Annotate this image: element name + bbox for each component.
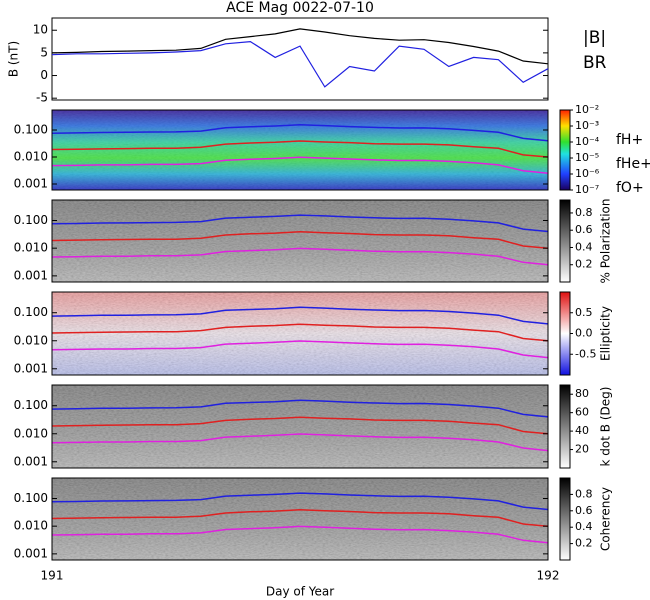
y-tick-label: 0.100 — [14, 398, 48, 412]
spectrogram-texture — [52, 200, 548, 282]
colorbar — [559, 477, 571, 561]
colorbar-tick-label: 0.2 — [575, 537, 593, 550]
y-tick-label: 0.001 — [14, 268, 48, 282]
y-tick-label: 0.100 — [14, 491, 48, 505]
spectrogram-texture — [52, 478, 548, 560]
y-tick-label: 0.010 — [14, 426, 48, 440]
frequency-line — [51, 416, 549, 435]
y-tick-label: 0.001 — [14, 361, 48, 375]
y-tick-label: 0.010 — [14, 519, 48, 533]
colorbar-tick-label: 0.0 — [575, 327, 593, 340]
legend-label: |B| — [583, 28, 606, 48]
frequency-line — [51, 247, 549, 266]
legend-label: fHe+ — [616, 156, 650, 172]
colorbar-tick-label: -0.5 — [575, 347, 596, 360]
y-tick-label: 0.010 — [14, 241, 48, 255]
colorbar-label: k dot B (Deg) — [599, 387, 613, 467]
colorbar-tick-label: 0.6 — [575, 223, 593, 236]
frequency-line — [51, 231, 549, 249]
y-tick-label: 5 — [40, 45, 48, 59]
y-tick-label: 0 — [40, 68, 48, 82]
colorbar-label: Coherency — [599, 487, 613, 551]
frequency-line — [51, 140, 549, 158]
y-tick-label: 0.010 — [14, 333, 48, 347]
x-tick-label: 191 — [41, 569, 64, 583]
colorbar-label: % Polarization — [599, 199, 613, 284]
frequency-line — [51, 123, 549, 142]
y-tick-label: 0.100 — [14, 213, 48, 227]
y-tick-label: 0.010 — [14, 150, 48, 164]
y-tick-label: 10 — [33, 23, 48, 37]
x-tick-label: 192 — [537, 569, 560, 583]
colorbar — [559, 384, 571, 469]
colorbar-label: Ellipticity — [599, 306, 613, 361]
frequency-line — [51, 399, 549, 418]
plot-frame — [51, 477, 549, 561]
spectrogram-texture — [52, 110, 548, 190]
colorbar-tick-label: 10⁻⁵ — [575, 151, 599, 164]
y-tick-label: -5 — [36, 91, 48, 105]
colorbar-tick-label: 0.4 — [575, 240, 593, 253]
colorbar-tick-label: 0.8 — [575, 206, 593, 219]
legend-label: BR — [583, 53, 607, 73]
frequency-line — [51, 492, 549, 511]
colorbar-tick-label: 0.4 — [575, 520, 593, 533]
frequency-line — [51, 214, 549, 233]
spectrogram-texture — [52, 292, 548, 375]
colorbar-tick-label: 80 — [575, 387, 589, 400]
colorbar-tick-label: 0.5 — [575, 306, 593, 319]
chart-title: ACE Mag 0022-07-10 — [226, 0, 374, 16]
colorbar — [559, 291, 571, 376]
colorbar-tick-label: 10⁻³ — [575, 119, 599, 132]
plot-frame — [51, 291, 549, 376]
colorbar-tick-label: 0.6 — [575, 504, 593, 517]
legend-label: fO+ — [616, 180, 644, 196]
y-axis-label: B (nT) — [7, 41, 21, 77]
frequency-line — [51, 509, 549, 527]
colorbar-tick-label: 60 — [575, 406, 589, 419]
colorbar-tick-label: 0.2 — [575, 258, 593, 271]
plot-frame — [51, 17, 549, 101]
legend-label: fH+ — [616, 132, 643, 148]
y-tick-label: 0.100 — [14, 305, 48, 319]
frequency-line — [51, 156, 549, 175]
frequency-line — [51, 525, 549, 544]
data-line — [51, 28, 549, 65]
colorbar-tick-label: 10⁻⁴ — [575, 135, 600, 148]
spectrogram-texture — [52, 385, 548, 468]
data-line — [51, 40, 549, 88]
colorbar — [559, 199, 571, 283]
plot-frame — [51, 199, 549, 283]
y-tick-label: 0.001 — [14, 454, 48, 468]
colorbar-tick-label: 10⁻⁶ — [575, 167, 600, 180]
y-tick-label: 0.100 — [14, 122, 48, 136]
colorbar-tick-label: 0.8 — [575, 487, 593, 500]
colorbar-tick-label: 10⁻² — [575, 103, 599, 116]
colorbar-tick-label: 10⁻⁷ — [575, 183, 599, 196]
frequency-line — [51, 323, 549, 342]
x-axis-label: Day of Year — [266, 585, 334, 599]
colorbar-tick-label: 40 — [575, 424, 589, 437]
plot-frame — [51, 384, 549, 469]
plot-frame — [51, 109, 549, 191]
frequency-line — [51, 433, 549, 452]
colorbar — [559, 109, 571, 191]
frequency-line — [51, 340, 549, 359]
y-tick-label: 0.001 — [14, 177, 48, 191]
colorbar-tick-label: 20 — [575, 443, 589, 456]
y-tick-label: 0.001 — [14, 546, 48, 560]
frequency-line — [51, 306, 549, 325]
